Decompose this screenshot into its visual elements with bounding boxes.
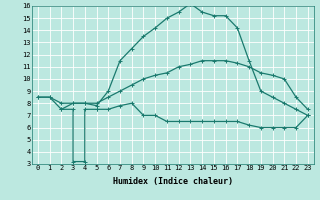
X-axis label: Humidex (Indice chaleur): Humidex (Indice chaleur) [113,177,233,186]
